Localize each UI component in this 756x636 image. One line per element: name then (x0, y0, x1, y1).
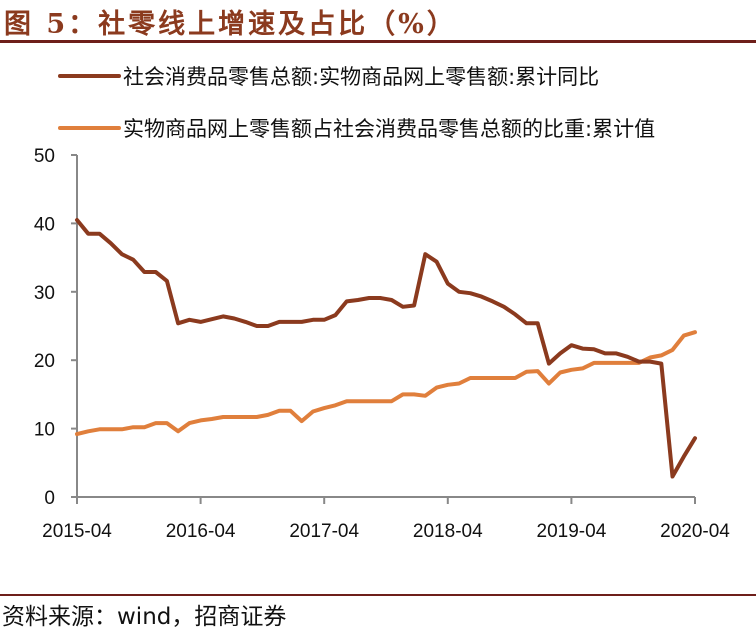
source-divider (0, 594, 756, 596)
legend-label: 社会消费品零售总额:实物商品网上零售额:累计同比 (123, 65, 600, 89)
x-tick-label: 2020-04 (660, 521, 730, 542)
legend-swatch-series1 (58, 74, 121, 78)
x-tick-label: 2018-04 (413, 521, 483, 542)
y-tick-label: 0 (44, 488, 55, 509)
series-online-growth-line (75, 218, 697, 479)
legend-item-online-share: 实物商品网上零售额占社会消费品零售总额的比重:累计值 (58, 113, 655, 143)
y-tick-label: 40 (34, 214, 55, 235)
legend-swatch-series2 (58, 126, 121, 130)
x-tick-label: 2019-04 (537, 521, 607, 542)
y-tick-label: 30 (34, 283, 55, 304)
x-tick-label: 2015-04 (42, 521, 112, 542)
source-note: 资料来源：wind，招商证券 (2, 604, 287, 630)
x-tick-label: 2016-04 (166, 521, 236, 542)
line-chart: 0 10 20 30 40 50 2015-04 2016-04 2017-04 2018-04 2… (34, 146, 730, 542)
y-tick-label: 10 (34, 420, 55, 441)
x-tick-label: 2017-04 (289, 521, 359, 542)
legend-label: 实物商品网上零售额占社会消费品零售总额的比重:累计值 (123, 117, 656, 141)
y-tick-label: 20 (34, 351, 55, 372)
legend-item-online-growth: 社会消费品零售总额:实物商品网上零售额:累计同比 (58, 61, 599, 91)
figure-title: 图 5：社零线上增速及占比（%） (4, 9, 457, 40)
series-online-share-line (75, 330, 697, 437)
title-divider (0, 40, 756, 43)
y-tick-label: 50 (34, 146, 55, 167)
